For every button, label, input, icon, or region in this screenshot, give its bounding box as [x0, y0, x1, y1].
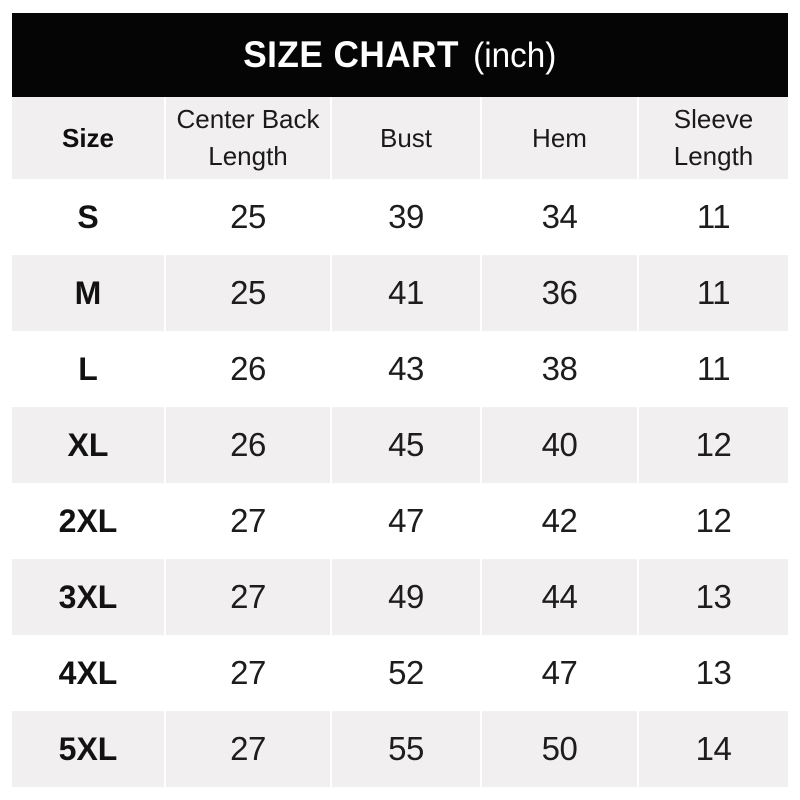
hem-value: 38 — [482, 331, 637, 407]
hem-value: 42 — [482, 483, 637, 559]
table-row: 5XL 27 55 50 14 — [12, 711, 788, 787]
table-row: 4XL 27 52 47 13 — [12, 635, 788, 711]
size-label: 5XL — [12, 711, 164, 787]
page-title: SIZE CHART — [243, 34, 460, 75]
table-row: 2XL 27 47 42 12 — [12, 483, 788, 559]
sleeve-length-value: 11 — [639, 179, 788, 255]
sleeve-length-value: 12 — [639, 407, 788, 483]
size-label: S — [12, 179, 164, 255]
size-label: 3XL — [12, 559, 164, 635]
center-back-length-value: 27 — [166, 711, 330, 787]
hem-value: 44 — [482, 559, 637, 635]
center-back-length-value: 25 — [166, 255, 330, 331]
center-back-length-value: 25 — [166, 179, 330, 255]
bust-value: 39 — [332, 179, 480, 255]
sleeve-length-value: 13 — [639, 559, 788, 635]
sleeve-length-value: 13 — [639, 635, 788, 711]
sleeve-length-value: 12 — [639, 483, 788, 559]
table-row: M 25 41 36 11 — [12, 255, 788, 331]
column-header-bust: Bust — [332, 97, 480, 179]
hem-value: 40 — [482, 407, 637, 483]
hem-value: 50 — [482, 711, 637, 787]
center-back-length-value: 27 — [166, 483, 330, 559]
size-label: M — [12, 255, 164, 331]
sleeve-length-value: 14 — [639, 711, 788, 787]
sleeve-length-value: 11 — [639, 255, 788, 331]
hem-value: 36 — [482, 255, 637, 331]
center-back-length-value: 27 — [166, 559, 330, 635]
column-header-hem: Hem — [482, 97, 637, 179]
bust-value: 45 — [332, 407, 480, 483]
column-header-sleeve-length: Sleeve Length — [639, 97, 788, 179]
table-row: L 26 43 38 11 — [12, 331, 788, 407]
hem-value: 47 — [482, 635, 637, 711]
bust-value: 41 — [332, 255, 480, 331]
size-label: L — [12, 331, 164, 407]
table-body: S 25 39 34 11 M 25 41 36 11 L 26 43 38 1… — [12, 179, 788, 787]
table-row: S 25 39 34 11 — [12, 179, 788, 255]
center-back-length-value: 26 — [166, 407, 330, 483]
bust-value: 52 — [332, 635, 480, 711]
title-bar: SIZE CHART (inch) — [12, 13, 788, 97]
bust-value: 49 — [332, 559, 480, 635]
title-unit-label: (inch) — [473, 36, 557, 75]
bust-value: 47 — [332, 483, 480, 559]
center-back-length-value: 26 — [166, 331, 330, 407]
size-label: 2XL — [12, 483, 164, 559]
center-back-length-value: 27 — [166, 635, 330, 711]
table-row: XL 26 45 40 12 — [12, 407, 788, 483]
bust-value: 43 — [332, 331, 480, 407]
title-text-group: SIZE CHART (inch) — [243, 34, 556, 76]
bust-value: 55 — [332, 711, 480, 787]
column-header-center-back-length: Center Back Length — [166, 97, 330, 179]
sleeve-length-value: 11 — [639, 331, 788, 407]
column-header-size: Size — [12, 97, 164, 179]
size-label: XL — [12, 407, 164, 483]
table-header-row: Size Center Back Length Bust Hem Sleeve … — [12, 97, 788, 179]
hem-value: 34 — [482, 179, 637, 255]
table-row: 3XL 27 49 44 13 — [12, 559, 788, 635]
size-label: 4XL — [12, 635, 164, 711]
